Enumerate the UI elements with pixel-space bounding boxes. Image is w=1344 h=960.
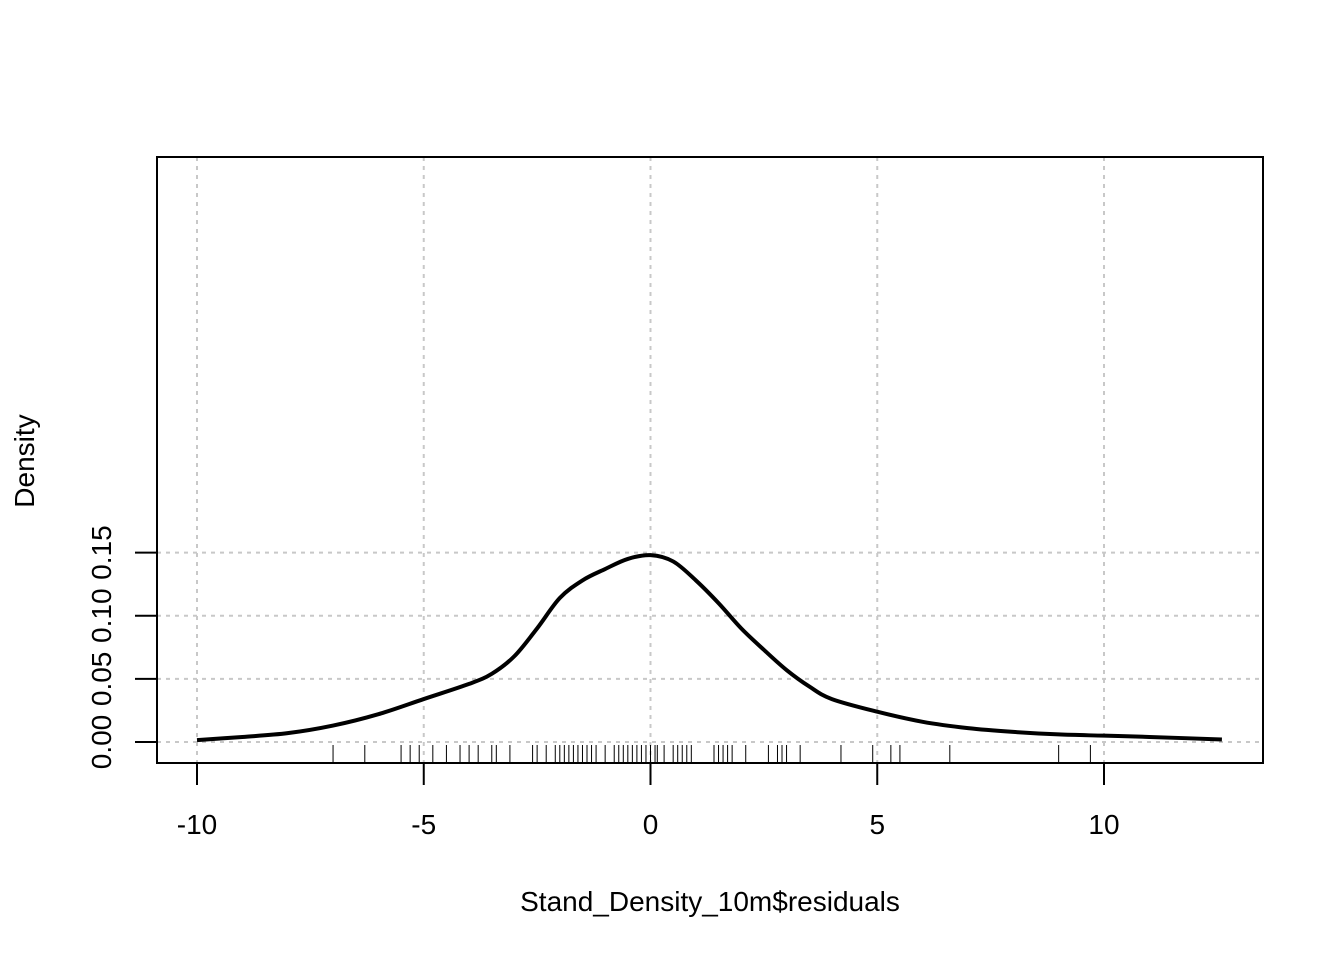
y-tick-label: 0.15 (86, 525, 117, 580)
x-tick-label: 10 (1088, 809, 1119, 840)
y-tick-label: 0.00 (86, 715, 117, 770)
y-axis: 0.00 0.05 0.10 0.15 (86, 525, 158, 770)
rug-marks (332, 745, 1091, 763)
y-axis-title: Density (9, 414, 40, 507)
y-tick-label: 0.05 (86, 652, 117, 707)
density-curve (196, 553, 1222, 743)
grid-lines (157, 157, 1263, 763)
x-axis-title: Stand_Density_10m$residuals (520, 886, 900, 917)
x-axis: -10 -5 0 5 10 (177, 762, 1120, 840)
density-curve-layer (196, 553, 1222, 743)
plot-frame (156, 156, 1264, 764)
y-tick-label: 0.10 (86, 588, 117, 643)
x-tick-label: -10 (177, 809, 217, 840)
x-tick-label: -5 (411, 809, 436, 840)
x-tick-label: 5 (869, 809, 885, 840)
x-tick-label: 0 (643, 809, 659, 840)
